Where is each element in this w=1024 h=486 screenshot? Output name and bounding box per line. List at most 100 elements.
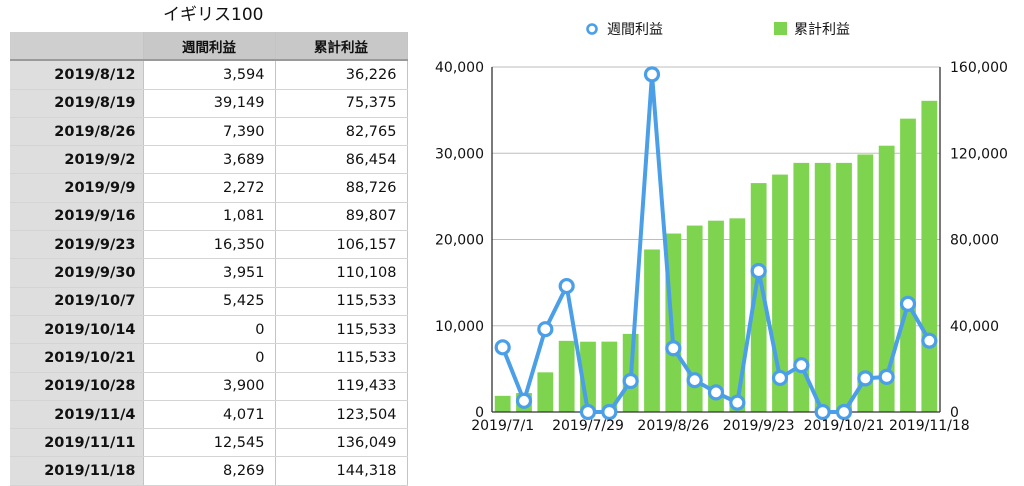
- weekly-cell: 3,951: [143, 258, 276, 288]
- table-row: 2019/8/19 39,149 75,375: [10, 89, 408, 118]
- line-point: [601, 403, 618, 421]
- line-point: [921, 332, 938, 349]
- y-right-tick-label: 0: [950, 405, 959, 421]
- cumulative-cell: 86,454: [275, 145, 408, 175]
- weekly-cell: 4,071: [143, 400, 276, 430]
- table-row: 2019/10/7 5,425 115,533: [10, 287, 408, 316]
- cumulative-cell: 136,049: [275, 428, 408, 458]
- bar: [644, 249, 660, 412]
- bar: [900, 118, 916, 412]
- bar: [836, 162, 852, 412]
- y-left-tick-label: 0: [475, 405, 484, 421]
- bar: [857, 154, 874, 412]
- date-cell: 2019/10/21: [10, 343, 144, 373]
- date-cell: 2019/8/12: [10, 60, 144, 90]
- date-cell: 2019/8/19: [10, 89, 144, 118]
- date-cell: 2019/11/11: [10, 428, 144, 458]
- cumulative-cell: 106,157: [275, 230, 408, 260]
- line-point: [622, 372, 639, 390]
- x-tick-label: 2019/10/21: [804, 418, 885, 434]
- weekly-cell: 3,900: [143, 372, 276, 401]
- line-point: [515, 392, 533, 409]
- bar: [793, 162, 810, 412]
- header-weekly-profit: 週間利益: [143, 32, 276, 62]
- bar: [750, 183, 767, 412]
- weekly-cell: 2,272: [143, 173, 276, 203]
- weekly-cell: 39,149: [143, 89, 276, 118]
- line-point: [835, 403, 853, 421]
- date-cell: 2019/8/26: [10, 117, 144, 147]
- date-cell: 2019/11/18: [10, 456, 144, 486]
- bar: [494, 395, 511, 412]
- table-row: 2019/10/21 0 115,533: [10, 343, 408, 373]
- y-left-tick-label: 10,000: [435, 319, 484, 335]
- cumulative-cell: 123,504: [275, 400, 408, 430]
- table-row: 2019/10/14 0 115,533: [10, 315, 408, 345]
- weekly-cell: 8,269: [143, 456, 276, 486]
- bar: [537, 372, 554, 412]
- weekly-cell: 12,545: [143, 428, 276, 458]
- x-tick-label: 2019/7/29: [552, 418, 624, 434]
- cumulative-cell: 144,318: [275, 456, 408, 486]
- bar: [729, 218, 746, 412]
- table-row: 2019/8/12 3,594 36,226: [10, 60, 408, 90]
- y-left-tick-label: 40,000: [435, 60, 484, 76]
- y-right-tick-label: 40,000: [950, 319, 999, 335]
- line-point: [558, 277, 575, 295]
- bar: [601, 341, 618, 412]
- line-point: [707, 384, 725, 401]
- legend-label: 週間利益: [607, 22, 663, 38]
- weekly-cell: 1,081: [143, 202, 276, 232]
- bar: [558, 340, 575, 412]
- bar: [686, 225, 703, 412]
- line-point: [857, 370, 874, 387]
- weekly-cell: 3,594: [143, 60, 276, 90]
- line-point: [750, 262, 767, 280]
- table-row: 2019/9/30 3,951 110,108: [10, 258, 408, 288]
- x-tick-label: 2019/8/26: [637, 418, 709, 434]
- cumulative-cell: 115,533: [275, 287, 408, 316]
- line-point: [771, 369, 789, 387]
- bar: [814, 162, 831, 412]
- table-row: 2019/11/18 8,269 144,318: [10, 456, 408, 486]
- line-point: [814, 403, 831, 421]
- table-title: イギリス100: [163, 5, 264, 25]
- y-right-tick-label: 80,000: [950, 233, 999, 249]
- line-point: [686, 372, 703, 389]
- y-right-tick-label: 160,000: [950, 60, 1008, 76]
- line-point: [729, 394, 746, 411]
- x-tick-label: 2019/11/18: [889, 418, 970, 434]
- cumulative-cell: 88,726: [275, 173, 408, 203]
- profit-chart: 0 10,000 20,000 30,000 40,000 0 40,000 80,000 12…: [435, 22, 1008, 434]
- table-row: 2019/10/28 3,900 119,433: [10, 372, 408, 401]
- bar: [878, 145, 895, 412]
- line-point: [537, 321, 554, 338]
- bar: [921, 100, 938, 412]
- cumulative-cell: 82,765: [275, 117, 408, 147]
- cumulative-cell: 89,807: [275, 202, 408, 232]
- cumulative-cell: 115,533: [275, 315, 408, 345]
- legend-bar-marker: [774, 22, 787, 35]
- cumulative-cell: 36,226: [275, 60, 408, 90]
- weekly-cell: 16,350: [143, 230, 276, 260]
- y-left-tick-label: 30,000: [435, 146, 484, 162]
- line-point: [643, 66, 661, 83]
- weekly-cell: 3,689: [143, 145, 276, 175]
- table-row: 2019/8/26 7,390 82,765: [10, 117, 408, 147]
- cumulative-cell: 110,108: [275, 258, 408, 288]
- bar: [708, 220, 724, 412]
- data-table: 週間利益 累計利益 2019/8/12 3,594 36,226 2019/8/19…: [10, 32, 408, 486]
- weekly-cell: 5,425: [143, 287, 276, 316]
- date-cell: 2019/10/28: [10, 372, 144, 401]
- table-row: 2019/11/11 12,545 136,049: [10, 428, 408, 458]
- date-cell: 2019/10/14: [10, 315, 144, 345]
- line-point: [878, 368, 895, 385]
- table-row: 2019/9/16 1,081 89,807: [10, 202, 408, 232]
- y-left-tick-label: 20,000: [435, 233, 484, 249]
- y-right-tick-label: 120,000: [950, 146, 1008, 162]
- legend-line-marker: [586, 23, 598, 35]
- table-row: 2019/9/2 3,689 86,454: [10, 145, 408, 175]
- line-point: [793, 357, 810, 374]
- legend-label: 累計利益: [794, 22, 850, 38]
- x-tick-label: 2019/9/23: [723, 418, 795, 434]
